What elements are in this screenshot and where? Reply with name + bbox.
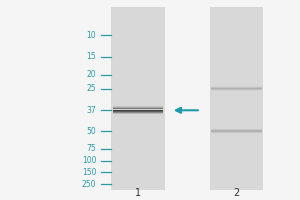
Text: 37: 37 [86,106,96,115]
Text: 100: 100 [82,156,96,165]
Bar [210,7,263,190]
Bar [113,108,164,109]
Bar [211,132,262,133]
Text: 75: 75 [86,144,96,153]
Bar [211,129,262,130]
Text: 1: 1 [135,188,141,198]
Bar [111,7,165,190]
Bar [113,113,164,114]
Text: 20: 20 [87,70,96,79]
Bar [113,110,164,111]
Text: 2: 2 [233,188,240,198]
Text: 250: 250 [82,180,96,189]
Text: 15: 15 [87,52,96,61]
Text: 150: 150 [82,168,96,177]
Bar [113,106,164,107]
Text: 25: 25 [87,84,96,93]
Bar [211,130,262,131]
Bar [113,112,164,113]
Bar [113,107,164,108]
Text: 50: 50 [86,127,96,136]
Bar [113,111,164,112]
Bar [211,131,262,132]
Text: 10: 10 [87,31,96,40]
